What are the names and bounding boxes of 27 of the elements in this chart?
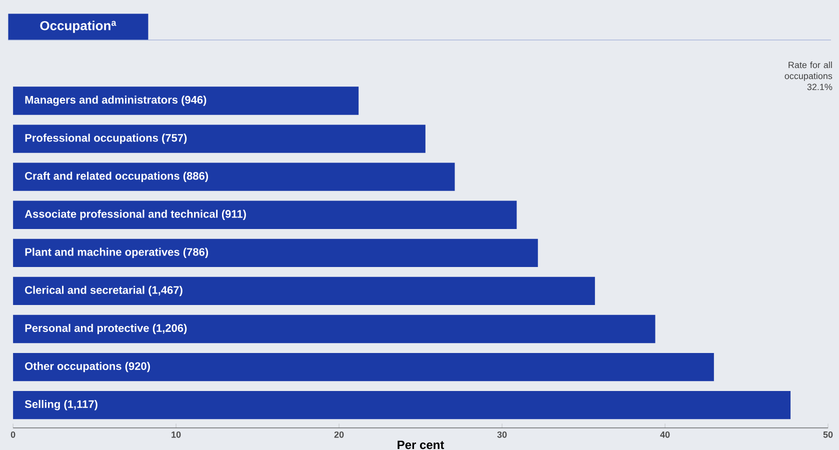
bar: [13, 314, 656, 344]
y-tick-label: Plant and machine operatives (786): [25, 248, 208, 258]
y-tick-label: Associate professional and technical (911): [24, 210, 246, 220]
x-tick-label: 40: [660, 431, 670, 438]
chart-title: Occupation$^{a}$: [40, 20, 116, 33]
y-tick-label: Professional occupations (757): [25, 134, 187, 144]
y-tick-label: Craft and related occupations (886): [25, 172, 208, 182]
y-tick-label: Managers and administrators (946): [25, 96, 206, 106]
y-tick-label: Other occupations (920): [25, 362, 150, 372]
x-tick-label: 50: [823, 431, 833, 438]
bar: [13, 391, 791, 420]
y-tick-label: Personal and protective (1,206): [25, 324, 187, 334]
bar: [13, 124, 426, 153]
bar: [13, 238, 538, 267]
x-tick-label: 30: [497, 431, 507, 438]
y-tick-label: Clerical and secretarial (1,467): [25, 286, 182, 296]
x-tick-label: 20: [334, 431, 344, 438]
bar: [13, 352, 714, 382]
annotation: Rate for all occupations 32.1%: [784, 62, 832, 90]
y-tick-label: Selling (1,117): [24, 400, 98, 410]
x-axis-title: Per cent: [398, 440, 444, 450]
bar: [13, 200, 517, 229]
bar: [13, 86, 359, 115]
bar: [13, 162, 455, 191]
x-tick-label: 10: [172, 431, 181, 438]
bar: [13, 276, 595, 306]
x-tick-label: 0: [10, 431, 16, 438]
